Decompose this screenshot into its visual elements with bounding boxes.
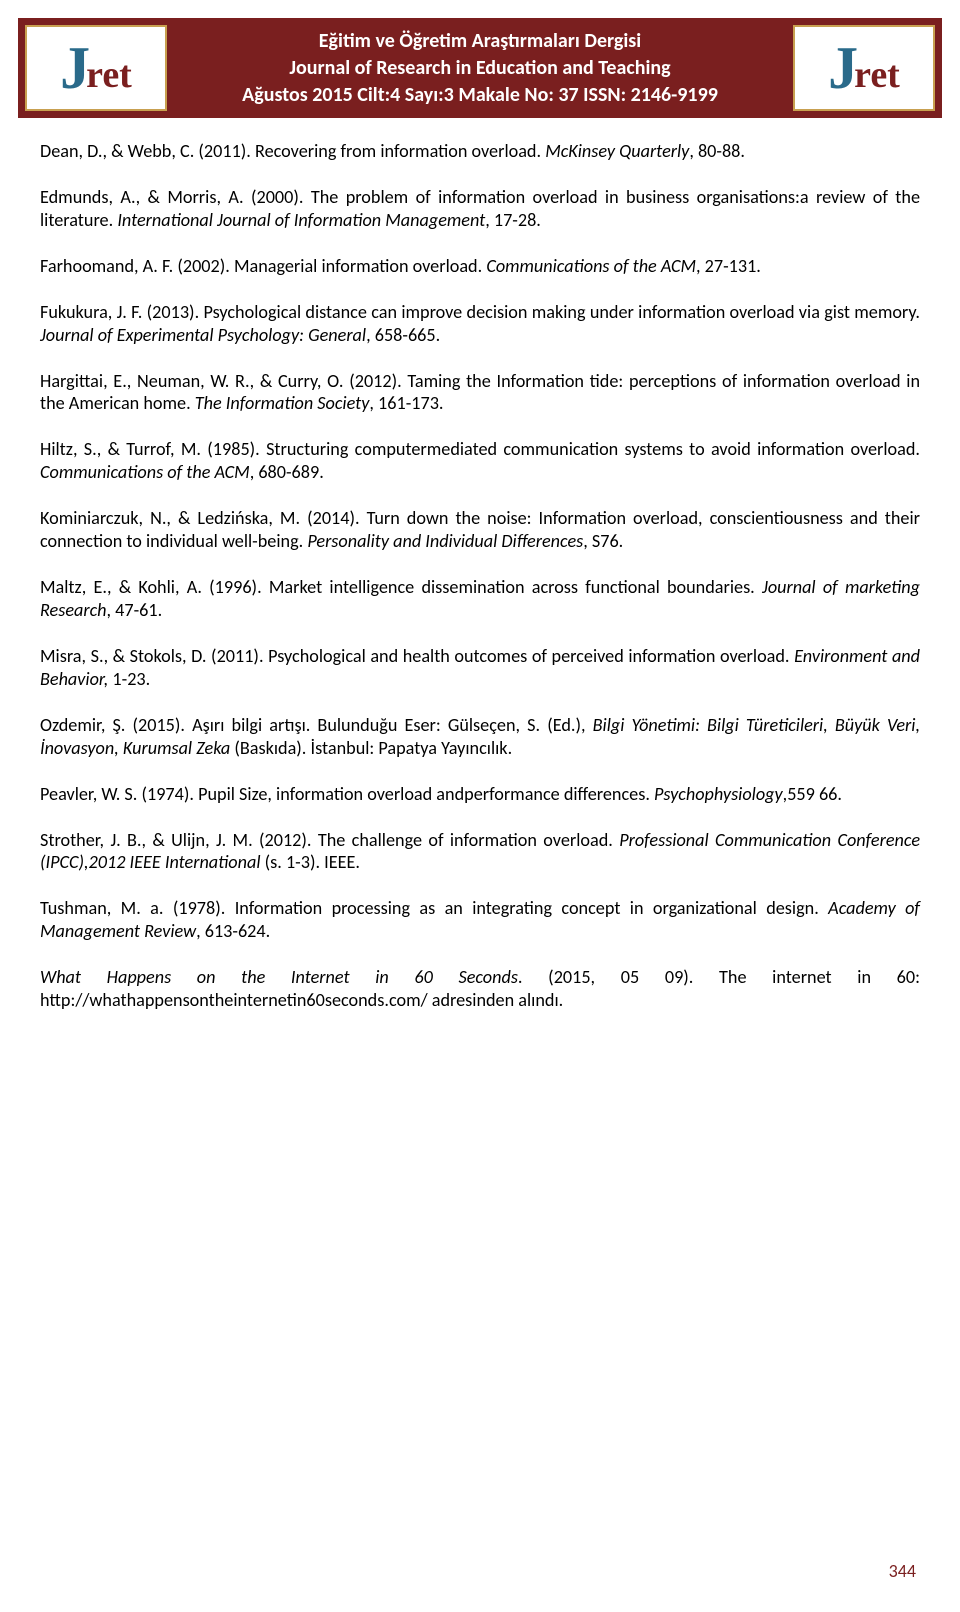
reference-post: (s. 1-3). IEEE. xyxy=(261,851,360,873)
reference-entry: Ozdemir, Ş. (2015). Aşırı bilgi artışı. … xyxy=(40,714,920,760)
reference-entry: Kominiarczuk, N., & Ledzińska, M. (2014)… xyxy=(40,507,920,553)
reference-post: , 161-173. xyxy=(369,392,443,414)
reference-post: (Baskıda). İstanbul: Papatya Yayıncılık. xyxy=(234,737,512,759)
page-number: 344 xyxy=(889,1560,916,1582)
reference-pre: Peavler, W. S. (1974). Pupil Size, infor… xyxy=(40,783,654,805)
reference-entry: Hiltz, S., & Turrof, M. (1985). Structur… xyxy=(40,438,920,484)
reference-pre: Dean, D., & Webb, C. (2011). Recovering … xyxy=(40,140,545,162)
reference-post: , 27-131. xyxy=(696,255,761,277)
reference-post: , S76. xyxy=(583,530,623,552)
reference-post: , 658-665. xyxy=(366,324,440,346)
reference-italic: Personality and Individual Differences xyxy=(307,530,583,552)
references-section: Dean, D., & Webb, C. (2011). Recovering … xyxy=(40,140,920,1035)
reference-italic: Communications of the ACM xyxy=(486,255,696,277)
reference-pre: Hiltz, S., & Turrof, M. (1985). Structur… xyxy=(40,438,920,460)
reference-post: , 613-624. xyxy=(196,920,270,942)
reference-post: 1-23. xyxy=(108,668,150,690)
reference-post: , 80-88. xyxy=(689,140,745,162)
reference-pre: Ozdemir, Ş. (2015). Aşırı bilgi artışı. … xyxy=(40,714,593,736)
journal-logo-right: J ret xyxy=(793,25,935,111)
reference-italic: The Information Society xyxy=(195,392,370,414)
reference-post: , 47-61. xyxy=(107,599,163,621)
reference-pre: Fukukura, J. F. (2013). Psychological di… xyxy=(40,301,920,323)
reference-italic: Psychophysiology xyxy=(654,783,783,805)
reference-italic: McKinsey Quarterly xyxy=(545,140,689,162)
journal-header-text: Eğitim ve Öğretim Araştırmaları Dergisi … xyxy=(174,28,786,109)
reference-entry: Edmunds, A., & Morris, A. (2000). The pr… xyxy=(40,186,920,232)
journal-title-tr: Eğitim ve Öğretim Araştırmaları Dergisi xyxy=(174,28,786,55)
reference-pre: Strother, J. B., & Ulijn, J. M. (2012). … xyxy=(40,829,619,851)
reference-entry: Maltz, E., & Kohli, A. (1996). Market in… xyxy=(40,576,920,622)
journal-header-band: J ret Eğitim ve Öğretim Araştırmaları De… xyxy=(18,18,942,118)
reference-entry: Misra, S., & Stokols, D. (2011). Psychol… xyxy=(40,645,920,691)
reference-entry: Tushman, M. a. (1978). Information proce… xyxy=(40,897,920,943)
reference-entry: Farhoomand, A. F. (2002). Managerial inf… xyxy=(40,255,920,278)
reference-italic: Communications of the ACM xyxy=(40,461,250,483)
reference-post: ,559 66. xyxy=(783,783,842,805)
reference-pre: Farhoomand, A. F. (2002). Managerial inf… xyxy=(40,255,486,277)
journal-issue-info: Ağustos 2015 Cilt:4 Sayı:3 Makale No: 37… xyxy=(174,82,786,109)
reference-entry: Fukukura, J. F. (2013). Psychological di… xyxy=(40,301,920,347)
reference-post: , 680-689. xyxy=(250,461,324,483)
reference-italic: What Happens on the Internet in 60 Secon… xyxy=(40,966,518,988)
reference-italic: Journal of Experimental Psychology: Gene… xyxy=(40,324,366,346)
reference-entry: Dean, D., & Webb, C. (2011). Recovering … xyxy=(40,140,920,163)
reference-pre: Maltz, E., & Kohli, A. (1996). Market in… xyxy=(40,576,762,598)
reference-entry: Peavler, W. S. (1974). Pupil Size, infor… xyxy=(40,783,920,806)
logo-letters-ret: ret xyxy=(86,56,132,94)
reference-pre: Tushman, M. a. (1978). Information proce… xyxy=(40,897,828,919)
journal-logo-left: J ret xyxy=(25,25,167,111)
reference-pre: Hargittai, E., Neuman, W. R., & Curry, O… xyxy=(40,370,920,415)
reference-entry: What Happens on the Internet in 60 Secon… xyxy=(40,966,920,1012)
reference-post: , 17-28. xyxy=(485,209,541,231)
journal-title-en: Journal of Research in Education and Tea… xyxy=(174,55,786,82)
reference-pre: Misra, S., & Stokols, D. (2011). Psychol… xyxy=(40,645,794,667)
reference-entry: Hargittai, E., Neuman, W. R., & Curry, O… xyxy=(40,370,920,416)
logo-letters-ret: ret xyxy=(854,56,900,94)
reference-italic: International Journal of Information Man… xyxy=(117,209,485,231)
reference-entry: Strother, J. B., & Ulijn, J. M. (2012). … xyxy=(40,829,920,875)
